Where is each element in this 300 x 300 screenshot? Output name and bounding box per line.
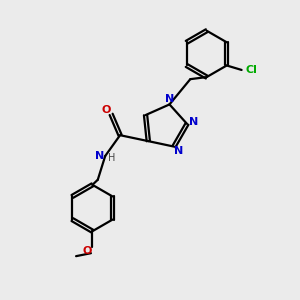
- Text: Cl: Cl: [245, 65, 257, 75]
- Text: N: N: [189, 117, 198, 128]
- Text: N: N: [165, 94, 174, 104]
- Text: O: O: [101, 105, 110, 115]
- Text: N: N: [174, 146, 183, 156]
- Text: O: O: [82, 246, 92, 256]
- Text: H: H: [108, 153, 116, 164]
- Text: N: N: [95, 151, 104, 161]
